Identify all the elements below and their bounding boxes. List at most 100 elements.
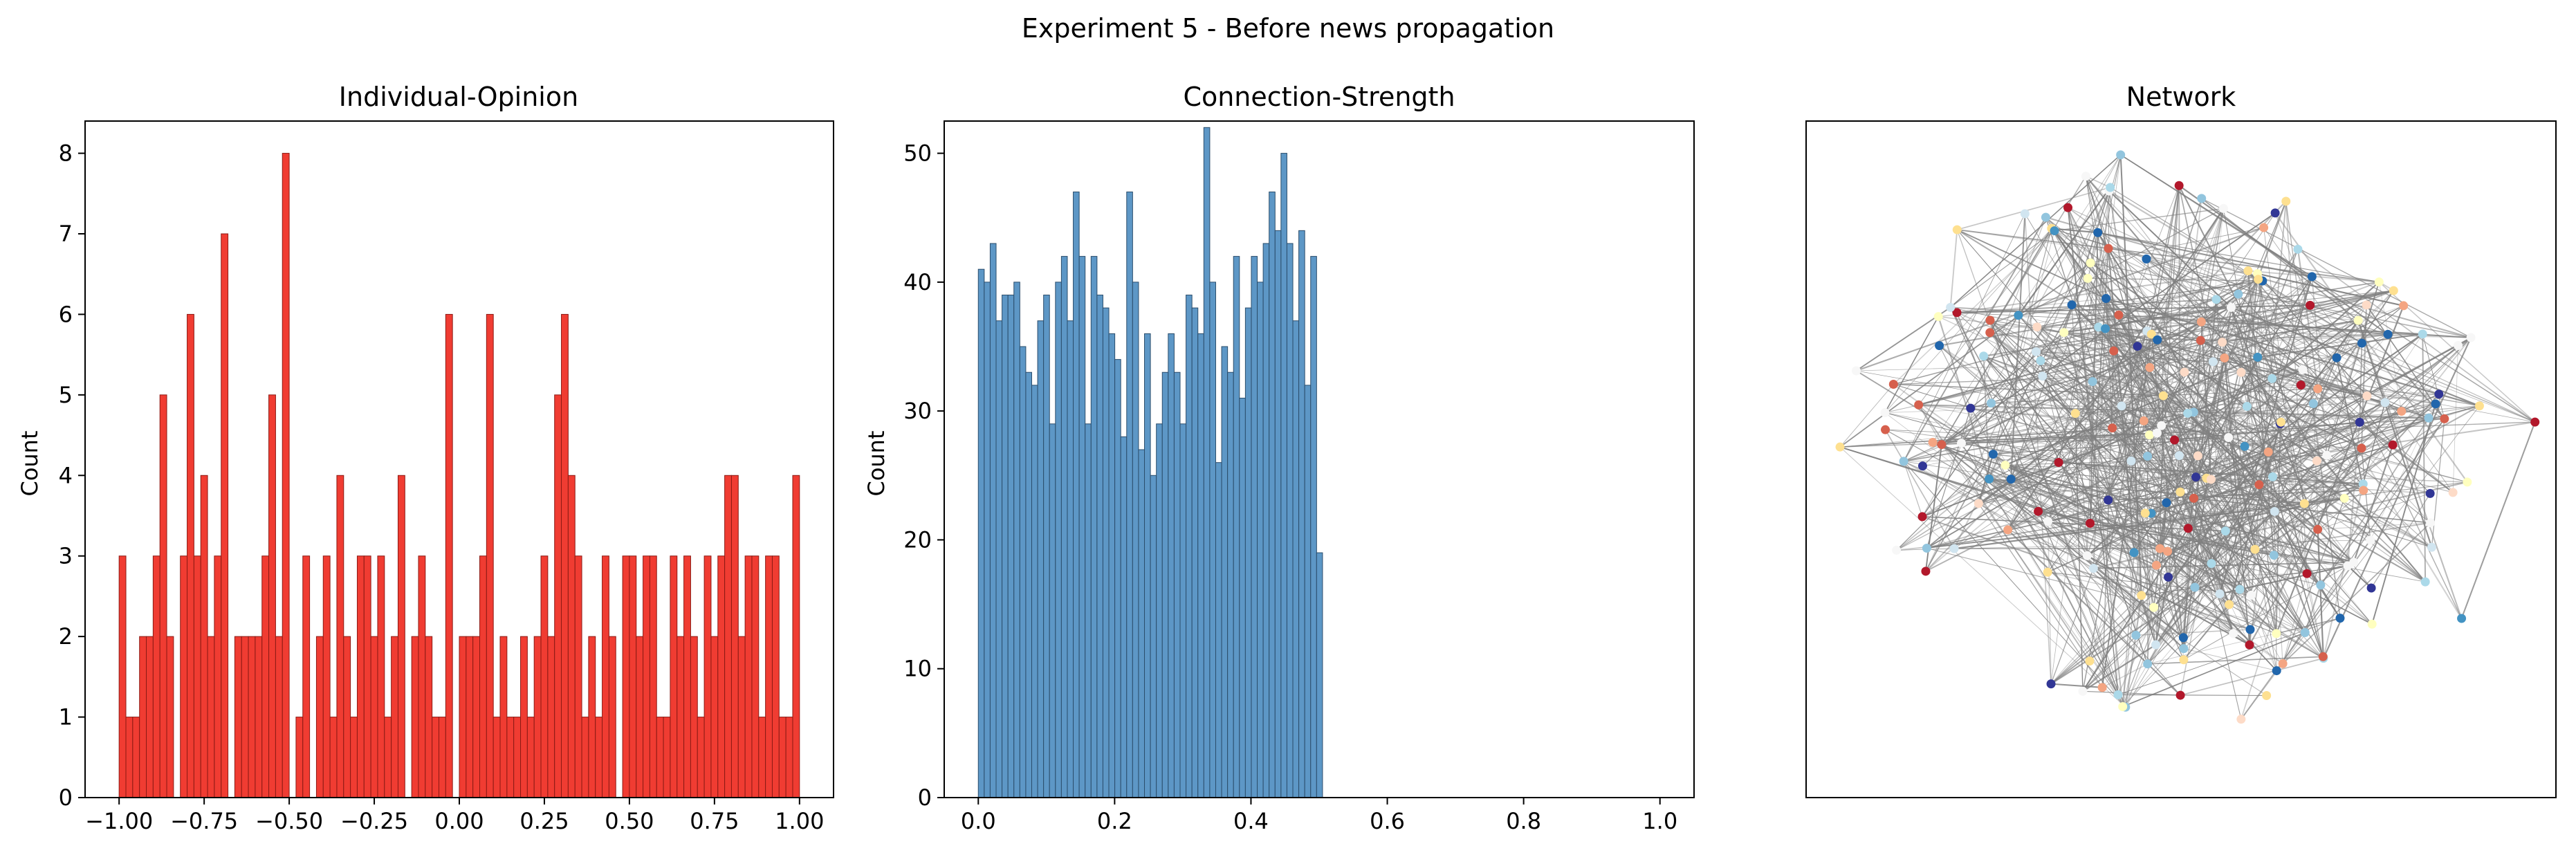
- network-edge: [2038, 511, 2157, 566]
- histogram-bar: [602, 555, 609, 798]
- network-frame: [1805, 120, 2557, 798]
- network-node: [2114, 310, 2124, 320]
- network-node: [2174, 181, 2184, 190]
- network-edge: [2005, 464, 2467, 483]
- histogram-bar: [1161, 371, 1169, 798]
- network-edge: [2300, 385, 2431, 524]
- histogram-bar: [1233, 256, 1240, 798]
- histogram-bar: [629, 555, 637, 798]
- network-node: [2357, 443, 2366, 453]
- network-edge: [2087, 154, 2122, 279]
- network-node: [2082, 551, 2092, 560]
- histogram-bar: [785, 717, 793, 798]
- network-node: [1928, 438, 1938, 448]
- network-edge: [2005, 465, 2137, 636]
- x-tick-label: −0.25: [340, 808, 408, 834]
- y-tick-label: 10: [903, 656, 932, 682]
- network-node: [2245, 625, 2255, 634]
- histogram-bar: [159, 394, 167, 798]
- network-edge: [2239, 423, 2281, 590]
- network-node: [2240, 441, 2250, 451]
- opinion-histogram-title: Individual-Opinion: [339, 82, 578, 112]
- histogram-bar: [411, 636, 419, 798]
- network-edge: [2200, 333, 2389, 342]
- network-node: [2151, 560, 2161, 570]
- network-edge: [2216, 299, 2402, 412]
- network-edge: [1893, 369, 2303, 385]
- network-edge: [2275, 305, 2404, 634]
- network-edge: [2085, 176, 2426, 582]
- network-edge: [2086, 455, 2198, 556]
- histogram-bar: [275, 636, 283, 798]
- network-edge: [1950, 306, 2423, 335]
- histogram-bar: [1043, 294, 1050, 798]
- network-edge: [2178, 185, 2256, 550]
- network-edge: [2092, 329, 2106, 569]
- histogram-bar: [214, 555, 222, 798]
- network-title: Network: [2126, 82, 2236, 112]
- network-edge: [1991, 403, 2445, 419]
- network-node: [2046, 679, 2056, 689]
- network-node: [2139, 416, 2149, 425]
- network-node: [2174, 451, 2184, 461]
- histogram-bar: [432, 717, 439, 798]
- network-edge: [1903, 217, 2047, 462]
- network-node: [2302, 569, 2312, 578]
- network-node: [1921, 567, 1931, 576]
- network-node: [2220, 526, 2230, 536]
- network-node: [2220, 353, 2229, 362]
- network-node: [2254, 480, 2264, 490]
- network-node: [2153, 335, 2162, 344]
- network-node: [2229, 629, 2238, 638]
- network-node: [2269, 551, 2279, 560]
- network-edge: [2271, 281, 2380, 380]
- histogram-bar: [995, 320, 1003, 798]
- network-edge: [1926, 521, 2048, 549]
- network-node: [2270, 506, 2279, 516]
- network-edge: [2302, 369, 2364, 491]
- network-node: [2164, 572, 2173, 582]
- y-tick-label: 6: [59, 301, 73, 327]
- network-node: [2104, 243, 2113, 253]
- network-edge: [2282, 405, 2480, 664]
- network-node: [2093, 228, 2103, 237]
- network-edge: [2303, 503, 2372, 589]
- network-edge: [2361, 448, 2371, 540]
- histogram-bar: [643, 555, 650, 798]
- network-node: [2366, 583, 2376, 593]
- network-edge: [2108, 190, 2362, 344]
- network-node: [2259, 223, 2269, 232]
- network-edge: [1989, 228, 2052, 333]
- y-tick-label: 1: [59, 704, 73, 730]
- network-edge: [2038, 322, 2202, 512]
- network-edge: [2200, 340, 2301, 385]
- network-edge: [2193, 483, 2364, 499]
- network-node: [2155, 544, 2165, 553]
- network-edge: [2082, 185, 2180, 692]
- histogram-bar: [1292, 320, 1300, 798]
- histogram-bar: [1310, 256, 1317, 798]
- y-tick-label: 5: [59, 382, 73, 408]
- network-node: [1881, 425, 1890, 434]
- network-edge: [2108, 421, 2144, 501]
- x-tick-label: 0.2: [1097, 808, 1132, 834]
- network-node: [1966, 403, 1976, 413]
- network-edge: [2212, 361, 2220, 594]
- network-edge: [1941, 444, 2126, 708]
- network-edge: [2024, 213, 2052, 684]
- network-edge: [2460, 421, 2536, 619]
- network-edge: [2086, 176, 2258, 358]
- network-edge: [2312, 403, 2341, 618]
- network-node: [1937, 440, 1947, 450]
- histogram-bar: [350, 717, 358, 798]
- histogram-bar: [703, 555, 712, 798]
- network-edge: [2036, 327, 2164, 396]
- histogram-bar: [1209, 282, 1216, 798]
- histogram-bar: [1049, 423, 1056, 798]
- histogram-bar: [1132, 282, 1139, 798]
- network-edge: [2040, 360, 2426, 583]
- network-edge: [1950, 230, 2055, 308]
- network-edge: [2147, 460, 2317, 665]
- network-node: [1946, 302, 1956, 312]
